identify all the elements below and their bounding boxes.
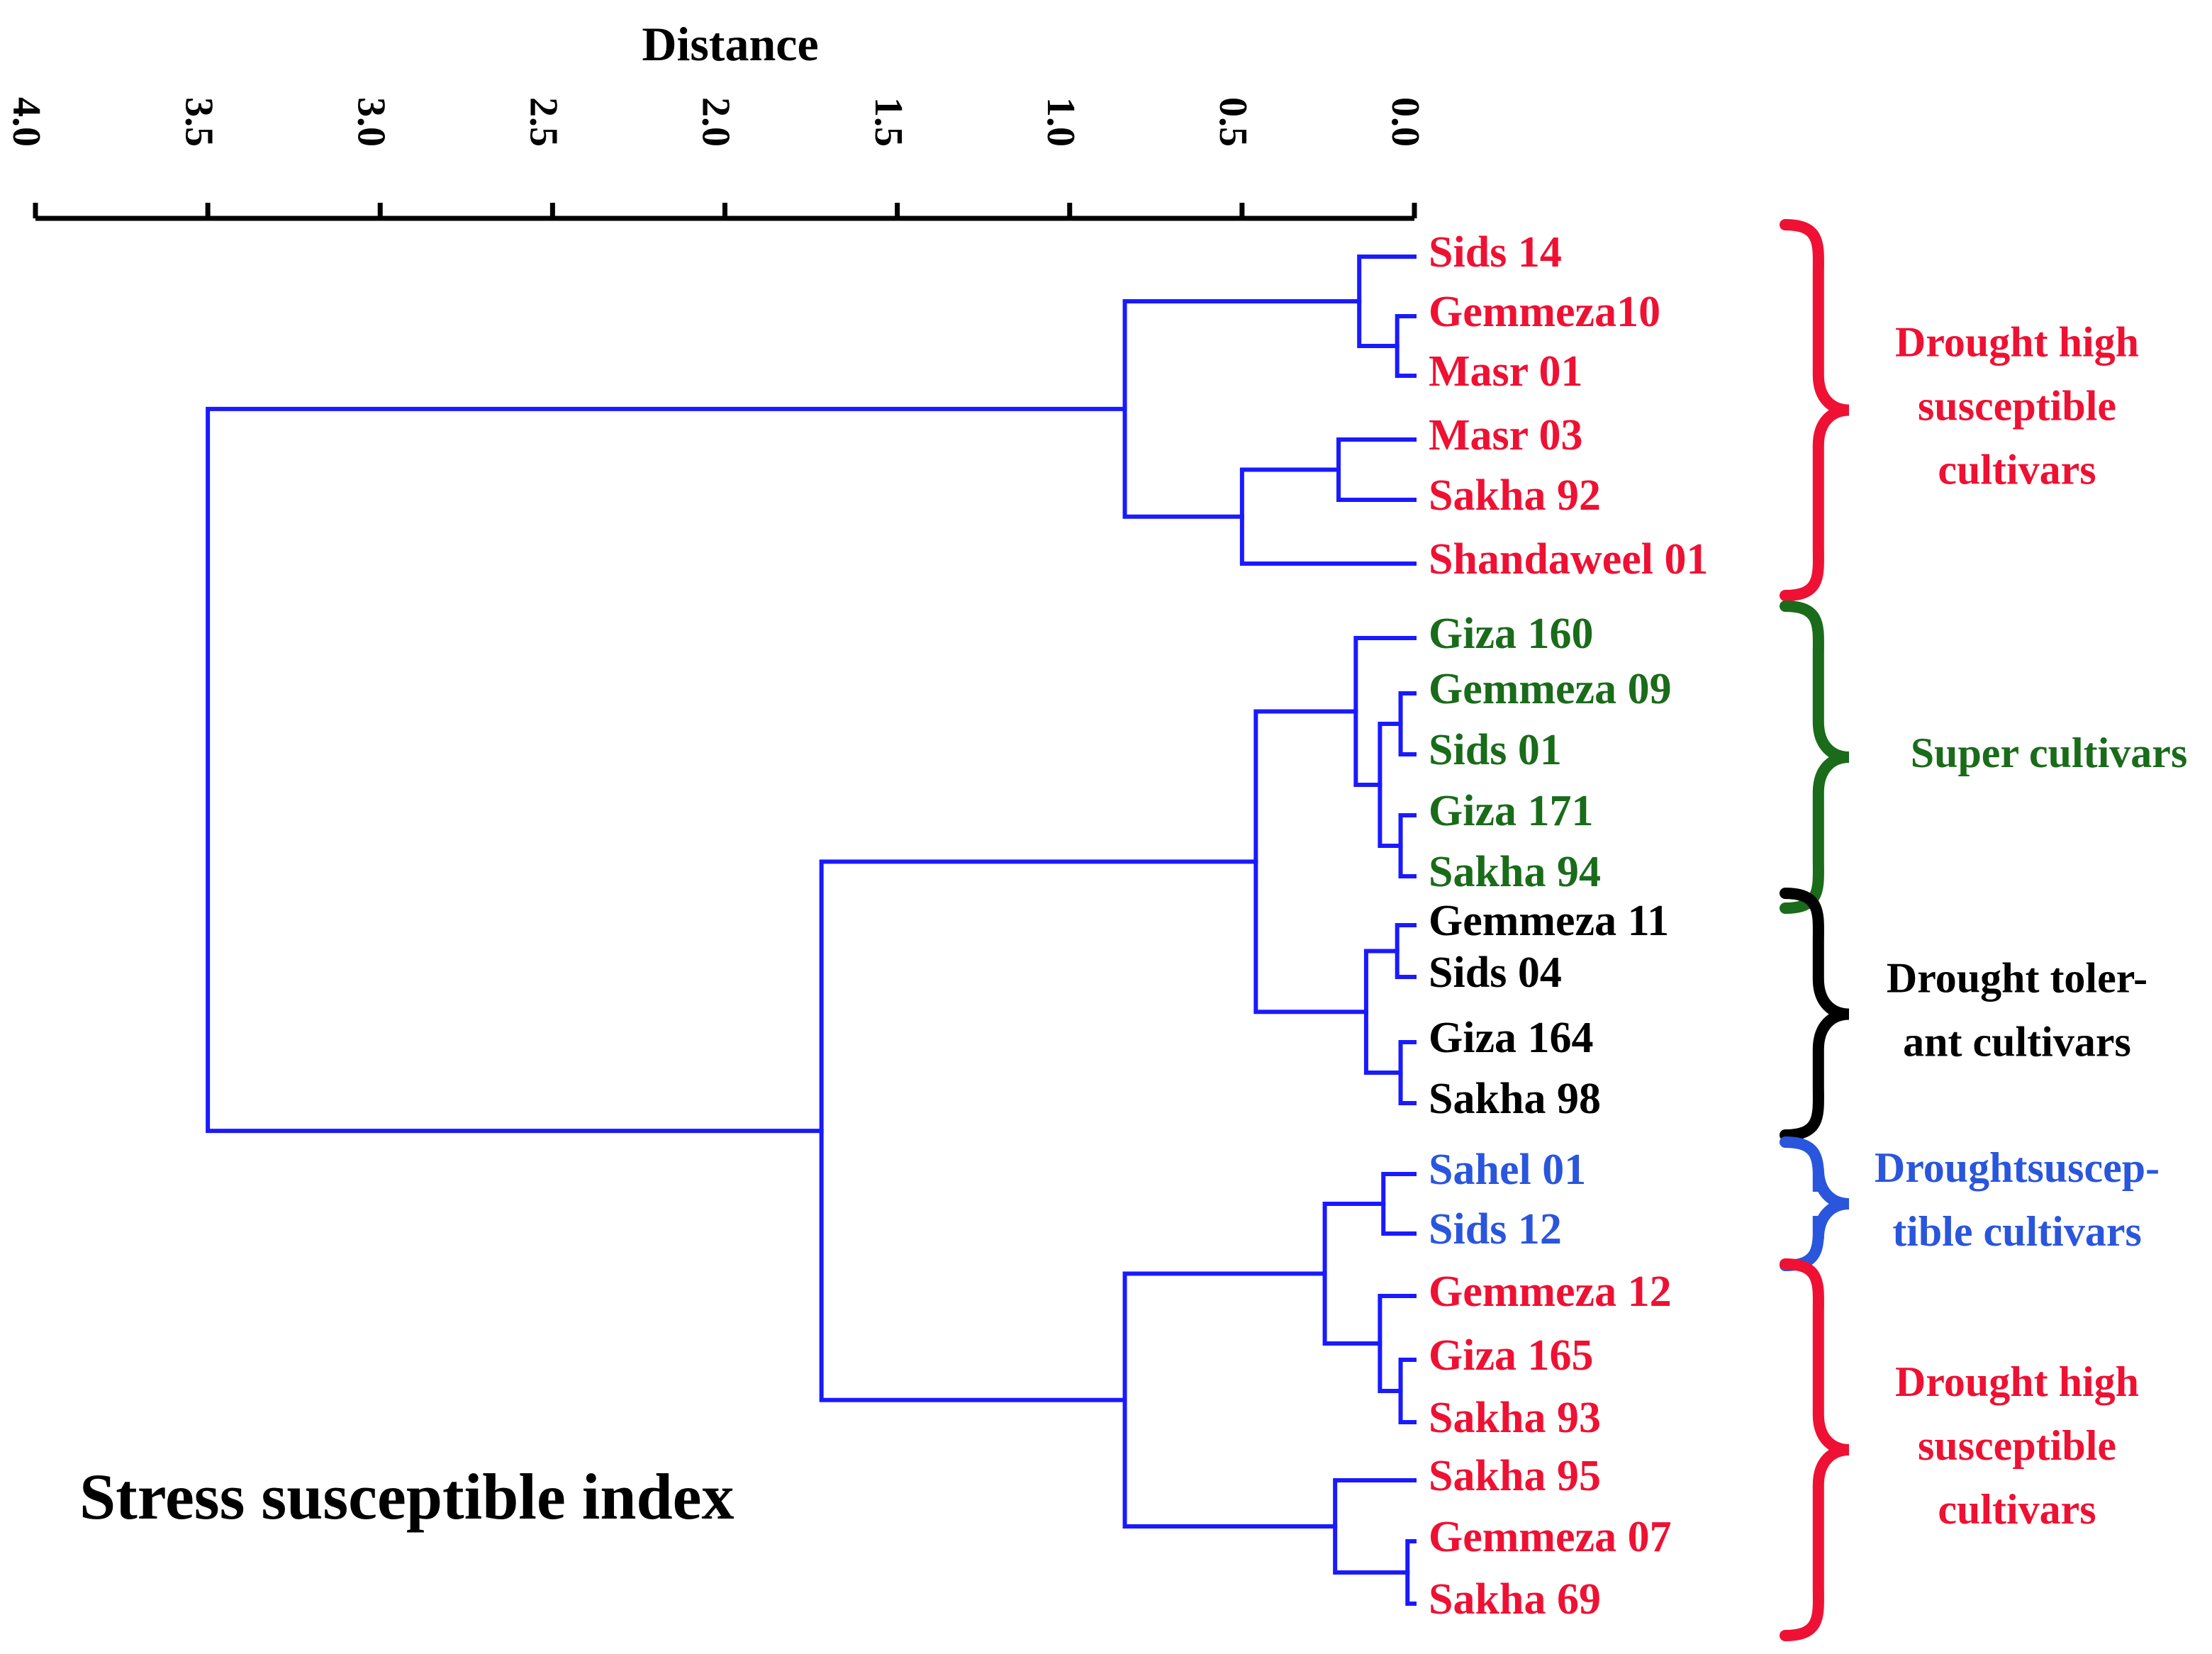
leaf-label: Sakha 69	[1429, 1575, 1601, 1624]
group-label-line: ant cultivars	[1903, 1018, 2131, 1065]
branch-n9	[1353, 636, 1417, 787]
branch-n16	[1378, 1294, 1417, 1393]
branch-n8	[1378, 722, 1403, 848]
axis-tick-label: 0.5	[1211, 97, 1255, 147]
axis-tick-label: 3.5	[177, 97, 220, 147]
leaf-label: Giza 165	[1429, 1331, 1593, 1380]
branch-n14	[1381, 1172, 1417, 1236]
group-label-line: tible cultivars	[1892, 1208, 2142, 1255]
group-label-line: Drought high	[1895, 1358, 2139, 1405]
leaf-label: Sakha 98	[1429, 1075, 1601, 1123]
group-label-line: Droughtsuscep-	[1875, 1144, 2160, 1191]
leaf-label: Giza 160	[1429, 610, 1593, 658]
leaf-label: Sids 01	[1429, 726, 1562, 774]
leaf-label: Giza 171	[1429, 787, 1593, 835]
group-brace	[1780, 1258, 1850, 1641]
group-annotations: Drought high susceptible cultivars Super cu…	[1780, 219, 2188, 1641]
leaf-label: Gemmeza10	[1429, 288, 1660, 336]
group-brace	[1780, 219, 1850, 601]
leaf-label: Sakha 92	[1429, 471, 1601, 520]
branch-n3	[1336, 437, 1417, 502]
branch-n13	[1253, 709, 1368, 1015]
branch-n20	[1122, 1271, 1338, 1529]
axis-tick-label: 2.0	[694, 97, 738, 147]
axis-tick-label: 1.5	[866, 97, 910, 147]
leaf-label: Masr 03	[1429, 411, 1583, 459]
axis-tick-label: 3.0	[349, 97, 393, 147]
axis-tick-label: 4.0	[4, 97, 48, 147]
leaf-label: Sakha 93	[1429, 1394, 1601, 1442]
leaf-label: Sakha 95	[1429, 1452, 1601, 1500]
axis-title: Distance	[642, 17, 818, 71]
group-label-line: susceptible	[1918, 1422, 2116, 1469]
axis-tick-label: 2.5	[522, 97, 566, 147]
group-label-line: susceptible	[1918, 382, 2116, 429]
group-label-line: Drought high	[1895, 318, 2139, 365]
leaf-label: Masr 01	[1429, 347, 1583, 396]
leaf-labels: Sids 14 Gemmeza10 Masr 01 Masr 03 Sakha 92 Sh…	[1429, 228, 1708, 1624]
leaf-label: Gemmeza 09	[1429, 665, 1672, 713]
leaf-label: Gemmeza 12	[1429, 1268, 1672, 1316]
leaf-label: Sakha 94	[1429, 848, 1601, 896]
axis-tick-label: 0.0	[1383, 97, 1427, 147]
leaf-label: Giza 164	[1429, 1014, 1593, 1062]
group-brace	[1780, 600, 1850, 914]
leaf-label: Sids 12	[1429, 1205, 1562, 1253]
leaf-label: Sids 14	[1429, 228, 1562, 276]
group-brace	[1780, 888, 1850, 1141]
branch-n1	[1395, 314, 1417, 378]
branch-n4	[1239, 467, 1417, 566]
axis-tick-label: 1.0	[1039, 97, 1083, 147]
branch-n21	[819, 859, 1258, 1402]
tree-branches	[206, 255, 1417, 1606]
leaf-label: Gemmeza 11	[1429, 897, 1669, 945]
group-label-line: cultivars	[1938, 1486, 2096, 1533]
leaf-label: Shandaweel 01	[1429, 535, 1708, 583]
branch-n22	[206, 406, 1127, 1134]
leaf-label: Sahel 01	[1429, 1146, 1586, 1194]
group-brace	[1780, 1136, 1850, 1271]
branch-n17	[1322, 1202, 1386, 1346]
leaf-label: Gemmeza 07	[1429, 1513, 1672, 1561]
group-label-line: Drought toler-	[1887, 954, 2147, 1001]
leaf-label: Sids 04	[1429, 949, 1562, 997]
distance-axis: 4.0 3.5 3.0 2.5 2.0 1.5 1.0 0.5 0.0	[4, 97, 1427, 221]
footer-title: Stress susceptible index	[79, 1460, 734, 1533]
group-label-line: Super cultivars	[1911, 730, 2188, 776]
branch-n10	[1395, 923, 1417, 979]
branch-n19	[1333, 1478, 1417, 1575]
branch-n2	[1357, 255, 1417, 348]
group-label-line: cultivars	[1938, 446, 2096, 493]
